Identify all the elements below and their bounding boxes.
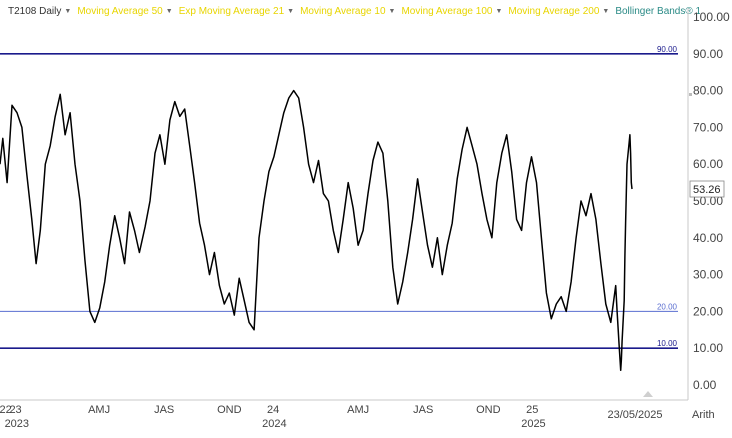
y-tick-label: 40.00 bbox=[693, 231, 723, 245]
legend-item-label: Moving Average 100 bbox=[401, 5, 493, 17]
y-tick-label: 20.00 bbox=[693, 304, 723, 318]
scroll-handle-icon[interactable] bbox=[689, 93, 692, 96]
last-value-label: 53.26 bbox=[693, 184, 721, 196]
chevron-down-icon: ▼ bbox=[388, 7, 396, 15]
symbol-label: T2108 bbox=[8, 5, 37, 17]
legend-item-label: Moving Average 200 bbox=[508, 5, 600, 17]
y-tick-label: 90.00 bbox=[693, 47, 723, 61]
legend-item-label: Moving Average 10 bbox=[300, 5, 386, 17]
x-tick-label: JAS bbox=[154, 404, 174, 416]
scroll-arrow-icon[interactable] bbox=[643, 391, 653, 397]
y-tick-label: 50.00 bbox=[693, 194, 723, 208]
y-axis: 0.00 10.00 20.00 30.00 40.00 50.00 60.00 70.00 8… bbox=[687, 8, 730, 400]
horizontal-lines: 90.00 20.00 10.00 bbox=[0, 45, 678, 350]
scale-mode-button[interactable]: Arith bbox=[692, 409, 715, 421]
legend-item-label: Moving Average 50 bbox=[77, 5, 163, 17]
chevron-down-icon: ▼ bbox=[495, 7, 503, 15]
x-tick-label: OND bbox=[476, 404, 501, 416]
legend-ma10[interactable]: Moving Average 10 ▼ bbox=[300, 6, 395, 17]
x-tick-label: AMJ bbox=[347, 404, 369, 416]
legend-ma200[interactable]: Moving Average 200 ▼ bbox=[508, 6, 609, 17]
chevron-down-icon: ▼ bbox=[64, 7, 72, 15]
y-tick-label: 30.00 bbox=[693, 268, 723, 282]
series-line bbox=[0, 89, 633, 372]
last-value-tag bbox=[689, 180, 725, 198]
y-tick-label: 10.00 bbox=[693, 341, 723, 355]
chevron-down-icon: ▼ bbox=[287, 7, 295, 15]
x-tick-label: 23 bbox=[9, 404, 21, 416]
chart-legend: T2108 Daily ▼ Moving Average 50 ▼ Exp Mo… bbox=[0, 0, 700, 22]
chevron-down-icon: ▼ bbox=[602, 7, 610, 15]
y-tick-label: 60.00 bbox=[693, 157, 723, 171]
reference-line-label: 10.00 bbox=[657, 339, 678, 348]
legend-item-label: Exp Moving Average 21 bbox=[178, 5, 285, 17]
y-tick-label: 0.00 bbox=[693, 378, 717, 392]
legend-symbol[interactable]: T2108 Daily ▼ bbox=[8, 6, 71, 17]
reference-line-label: 90.00 bbox=[657, 45, 678, 54]
x-year-label: 2023 bbox=[5, 418, 29, 430]
chevron-down-icon: ▼ bbox=[165, 7, 173, 15]
x-tick-label: OND bbox=[217, 404, 242, 416]
x-tick-label: JAS bbox=[413, 404, 433, 416]
legend-ema21[interactable]: Exp Moving Average 21 ▼ bbox=[179, 6, 294, 17]
x-tick-label: 22 bbox=[0, 404, 12, 416]
legend-ma100[interactable]: Moving Average 100 ▼ bbox=[401, 6, 502, 17]
period-label: Daily bbox=[39, 5, 62, 17]
x-tick-label: AMJ bbox=[88, 404, 110, 416]
y-tick-label: 70.00 bbox=[693, 120, 723, 134]
legend-ma50[interactable]: Moving Average 50 ▼ bbox=[77, 6, 172, 17]
x-year-label: 2024 bbox=[262, 418, 286, 430]
last-date-label: 23/05/2025 bbox=[607, 409, 662, 421]
reference-line-label: 20.00 bbox=[657, 302, 678, 311]
x-tick-label: 24 bbox=[267, 404, 279, 416]
series-layer bbox=[0, 89, 633, 372]
x-tick-label: 25 bbox=[526, 404, 538, 416]
y-tick-label: 80.00 bbox=[693, 84, 723, 98]
x-year-label: 2025 bbox=[521, 418, 545, 430]
legend-item-label: Bollinger Bands® 10 0.5 bbox=[615, 5, 700, 17]
y-tick-label: 100.00 bbox=[693, 10, 730, 24]
legend-bollinger[interactable]: Bollinger Bands® 10 0.5 ▼ bbox=[615, 6, 700, 17]
